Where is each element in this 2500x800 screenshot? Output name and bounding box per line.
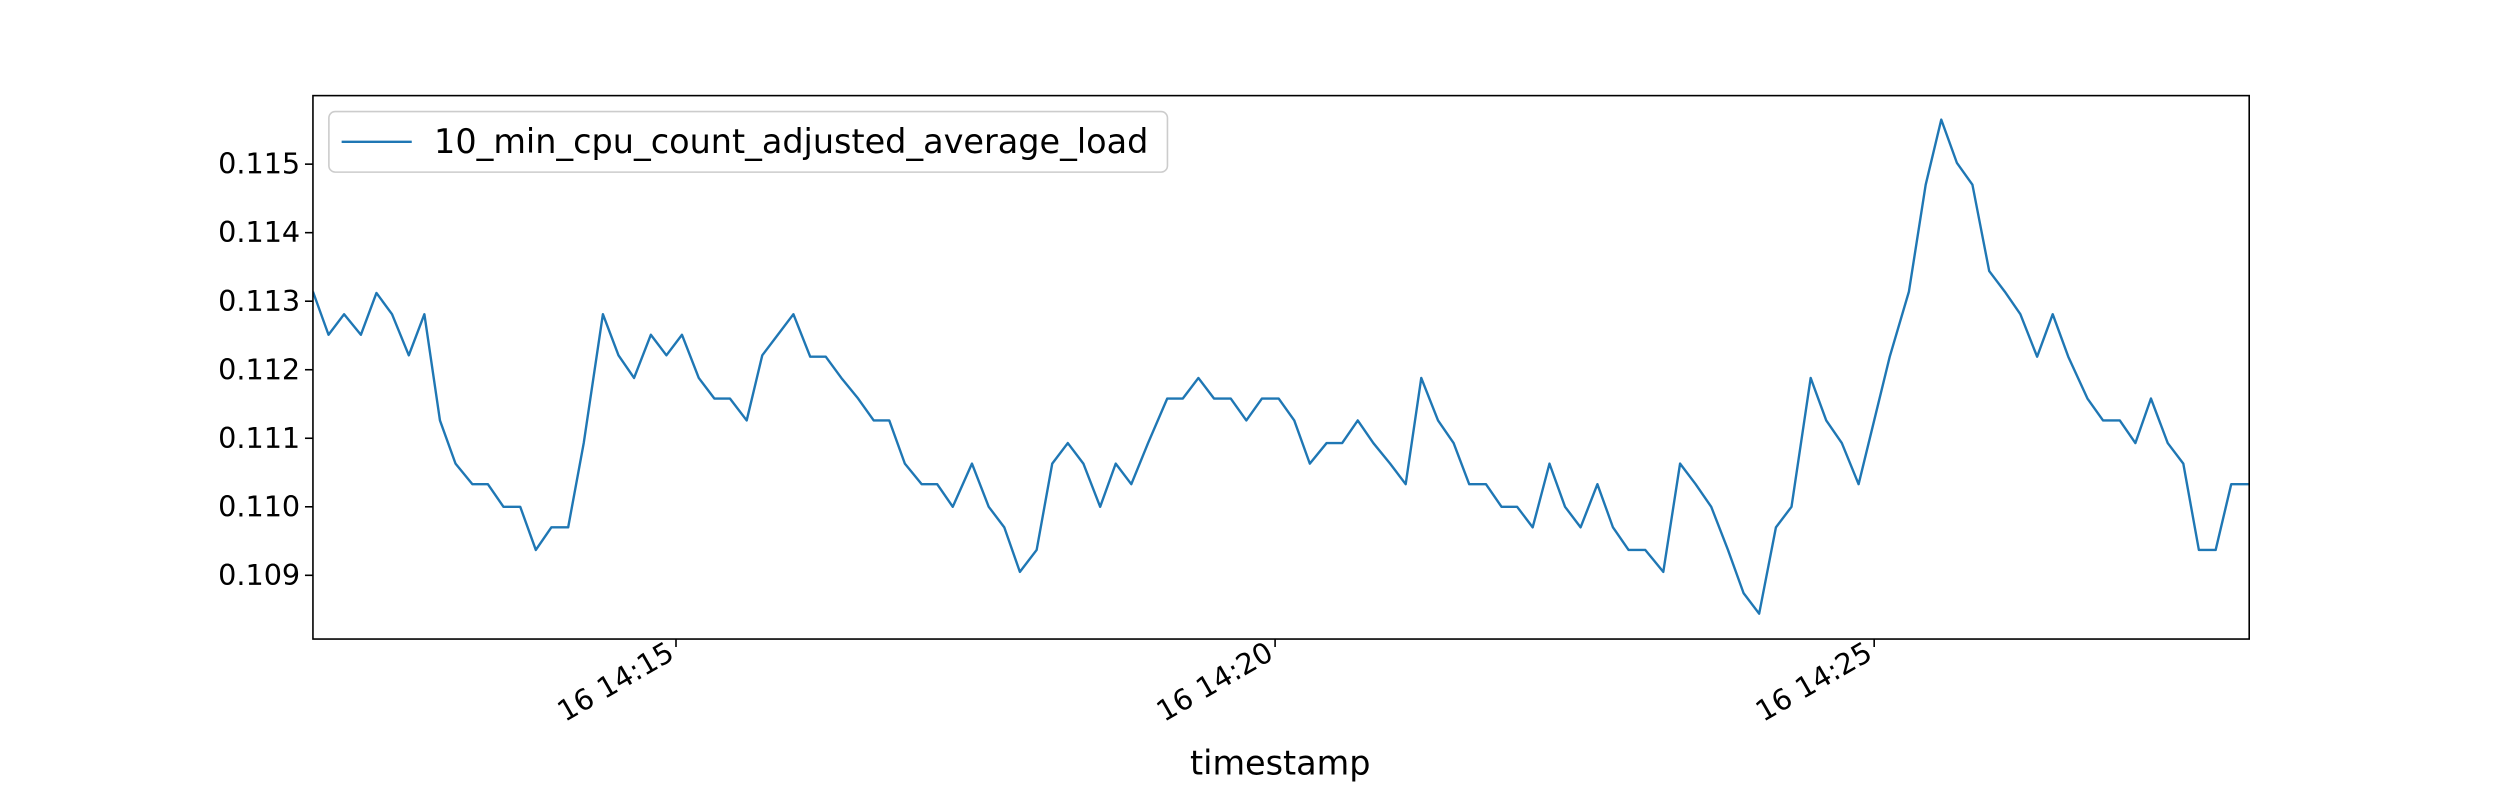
x-tick-label: 16 14:20 bbox=[1151, 635, 1279, 729]
y-tick-label: 0.111 bbox=[218, 421, 300, 455]
x-tick-label: 16 14:15 bbox=[551, 635, 679, 729]
y-tick-label: 0.115 bbox=[218, 147, 300, 181]
y-tick-label: 0.112 bbox=[218, 352, 300, 386]
y-tick-label: 0.114 bbox=[218, 215, 300, 249]
legend-box bbox=[328, 110, 1169, 173]
y-tick-label: 0.109 bbox=[218, 558, 300, 592]
y-tick-label: 0.110 bbox=[218, 489, 300, 523]
x-axis-label: timestamp bbox=[1190, 744, 1370, 783]
plot-frame bbox=[312, 94, 2250, 640]
y-tick-label: 0.113 bbox=[218, 284, 300, 318]
legend-label: 10_min_cpu_count_adjusted_average_load bbox=[434, 122, 1148, 161]
x-tick-label: 16 14:25 bbox=[1750, 635, 1878, 729]
data-line bbox=[312, 118, 2250, 615]
legend: 10_min_cpu_count_adjusted_average_load bbox=[328, 110, 1169, 173]
